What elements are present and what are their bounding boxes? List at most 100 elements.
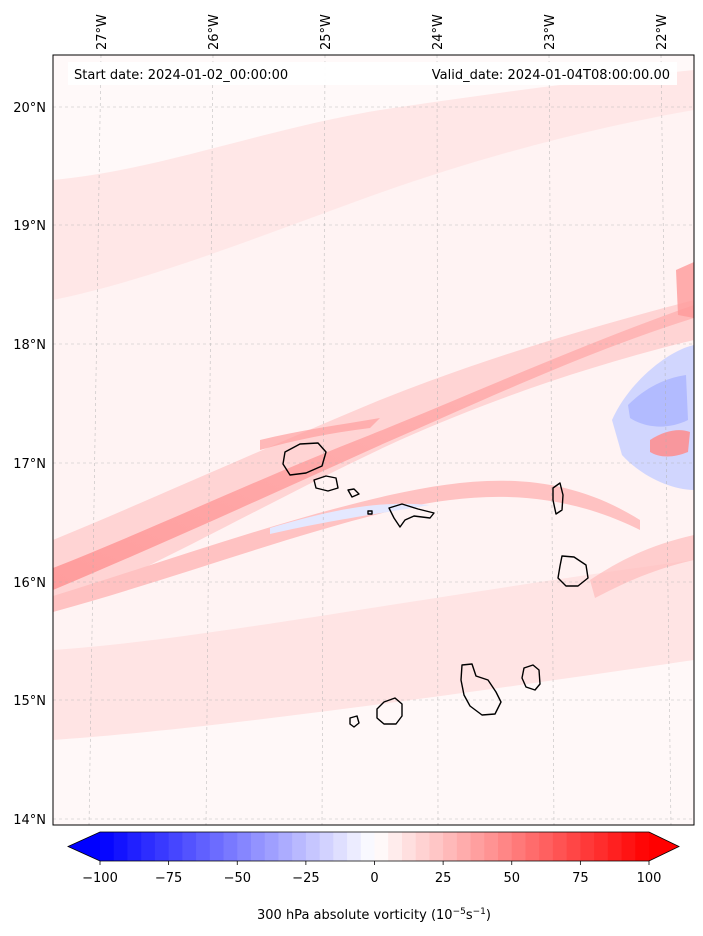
colorbar-cell: [278, 832, 293, 861]
vorticity-field: [53, 55, 694, 825]
colorbar-cell: [237, 832, 252, 861]
lon-tick-label: 24°W: [431, 14, 446, 50]
colorbar-cell: [292, 832, 307, 861]
colorbar-cell: [607, 832, 622, 861]
island-santa-luzia: [347, 488, 360, 498]
colorbar-cell: [141, 832, 156, 861]
colorbar-cell: [113, 832, 128, 861]
colorbar-cell: [196, 832, 211, 861]
colorbar-cell: [484, 832, 499, 861]
vorticity-band: [590, 535, 694, 598]
lat-tick-label: 16°N: [13, 576, 46, 591]
colorbar-tick-label: −100: [82, 871, 118, 886]
lat-tick-label: 17°N: [13, 457, 46, 472]
island-razo: [367, 510, 373, 515]
colorbar-cell: [374, 832, 389, 861]
gridline: [205, 54, 214, 826]
colorbar-cell: [594, 832, 609, 861]
colorbar-cell: [456, 832, 471, 861]
colorbar-cell: [168, 832, 183, 861]
colorbar-cell: [621, 832, 636, 861]
colorbar-ticks: −100 −75 −50 −25 0 25 50 75 100: [82, 861, 661, 886]
colorbar-cell: [566, 832, 581, 861]
colorbar-cell: [154, 832, 170, 861]
lon-tick-label: 26°W: [207, 14, 222, 50]
colorbar-cell: [223, 832, 238, 861]
vorticity-negative-patch: [628, 375, 688, 427]
lat-tick-label: 15°N: [13, 694, 46, 709]
colorbar-cell: [100, 832, 115, 861]
vorticity-positive-patch: [650, 430, 690, 457]
lat-tick-label: 14°N: [13, 813, 46, 828]
colorbar-cell: [635, 832, 650, 861]
colorbar-cell: [498, 832, 513, 861]
island-sal: [552, 482, 564, 515]
colorbar-cell: [552, 832, 568, 861]
vorticity-band: [53, 305, 694, 590]
map-frame: [52, 54, 695, 826]
lon-tick-label: 25°W: [319, 14, 334, 50]
colorbar-cell: [347, 832, 362, 861]
latitude-labels: 20°N 19°N 18°N 17°N 16°N 15°N 14°N: [13, 101, 46, 828]
colorbar-cell: [580, 832, 595, 861]
lat-tick-label: 20°N: [13, 101, 46, 116]
colorbar-max-extend: [649, 832, 679, 861]
colorbar-cell: [415, 832, 430, 861]
island-sao-nicolau: [388, 503, 435, 528]
gridline: [436, 54, 439, 826]
colorbar-cell: [401, 832, 417, 861]
island-sao-vicente: [313, 475, 339, 492]
colorbar-cell: [525, 832, 540, 861]
colorbar-cell: [333, 832, 348, 861]
lon-tick-label: 22°W: [655, 14, 670, 50]
gridline: [660, 54, 672, 826]
colorbar-min-extend: [68, 832, 100, 861]
colorbar-cell: [443, 832, 458, 861]
header-box: [68, 62, 677, 85]
colorbar-tick-label: 75: [572, 871, 589, 886]
colorbar-cell: [388, 832, 403, 861]
gridline: [88, 54, 102, 826]
colorbar-cell: [305, 832, 321, 861]
colorbar-tick-label: 0: [370, 871, 378, 886]
colorbar-tick-label: −75: [155, 871, 182, 886]
colorbar-title: 300 hPa absolute vorticity (10−5s−1): [257, 907, 491, 923]
lon-tick-label: 23°W: [543, 14, 558, 50]
colorbar-cell: [182, 832, 197, 861]
vorticity-patch: [53, 55, 694, 180]
colorbar-cell: [250, 832, 266, 861]
gridlines: [53, 54, 694, 826]
colorbar-tick-label: 25: [435, 871, 452, 886]
longitude-labels: 27°W 26°W 25°W 24°W 23°W 22°W: [95, 14, 670, 50]
lat-tick-label: 18°N: [13, 338, 46, 353]
lat-tick-label: 19°N: [13, 219, 46, 234]
vorticity-band: [53, 480, 640, 612]
island-brava: [349, 715, 360, 728]
colorbar-cell: [319, 832, 334, 861]
map-panel: Start date: 2024-01-02_00:00:00 Valid_da…: [52, 54, 695, 826]
island-santo-antao: [282, 442, 327, 476]
colorbar-tick-label: −50: [224, 871, 251, 886]
gridline: [321, 54, 326, 826]
colorbar-cell: [264, 832, 279, 861]
lon-tick-label: 27°W: [95, 14, 110, 50]
start-date-label: Start date: 2024-01-02_00:00:00: [74, 68, 288, 83]
vorticity-positive-patch: [676, 262, 694, 318]
vorticity-band: [260, 418, 380, 450]
island-maio: [521, 664, 541, 691]
coastlines: [282, 442, 589, 728]
colorbar-tick-label: −25: [292, 871, 319, 886]
colorbar: −100 −75 −50 −25 0 25 50 75 100 300 hPa …: [67, 831, 680, 923]
island-boa-vista: [557, 555, 589, 587]
gridline: [548, 54, 555, 826]
colorbar-cells: [100, 832, 650, 861]
colorbar-cell: [429, 832, 444, 861]
colorbar-cell: [209, 832, 224, 861]
colorbar-cell: [470, 832, 485, 861]
valid-date-label: Valid_date: 2024-01-04T08:00:00.00: [432, 68, 670, 83]
vorticity-patch: [53, 660, 694, 825]
colorbar-tick-label: 50: [504, 871, 521, 886]
island-santiago: [460, 663, 502, 716]
colorbar-cell: [539, 832, 554, 861]
